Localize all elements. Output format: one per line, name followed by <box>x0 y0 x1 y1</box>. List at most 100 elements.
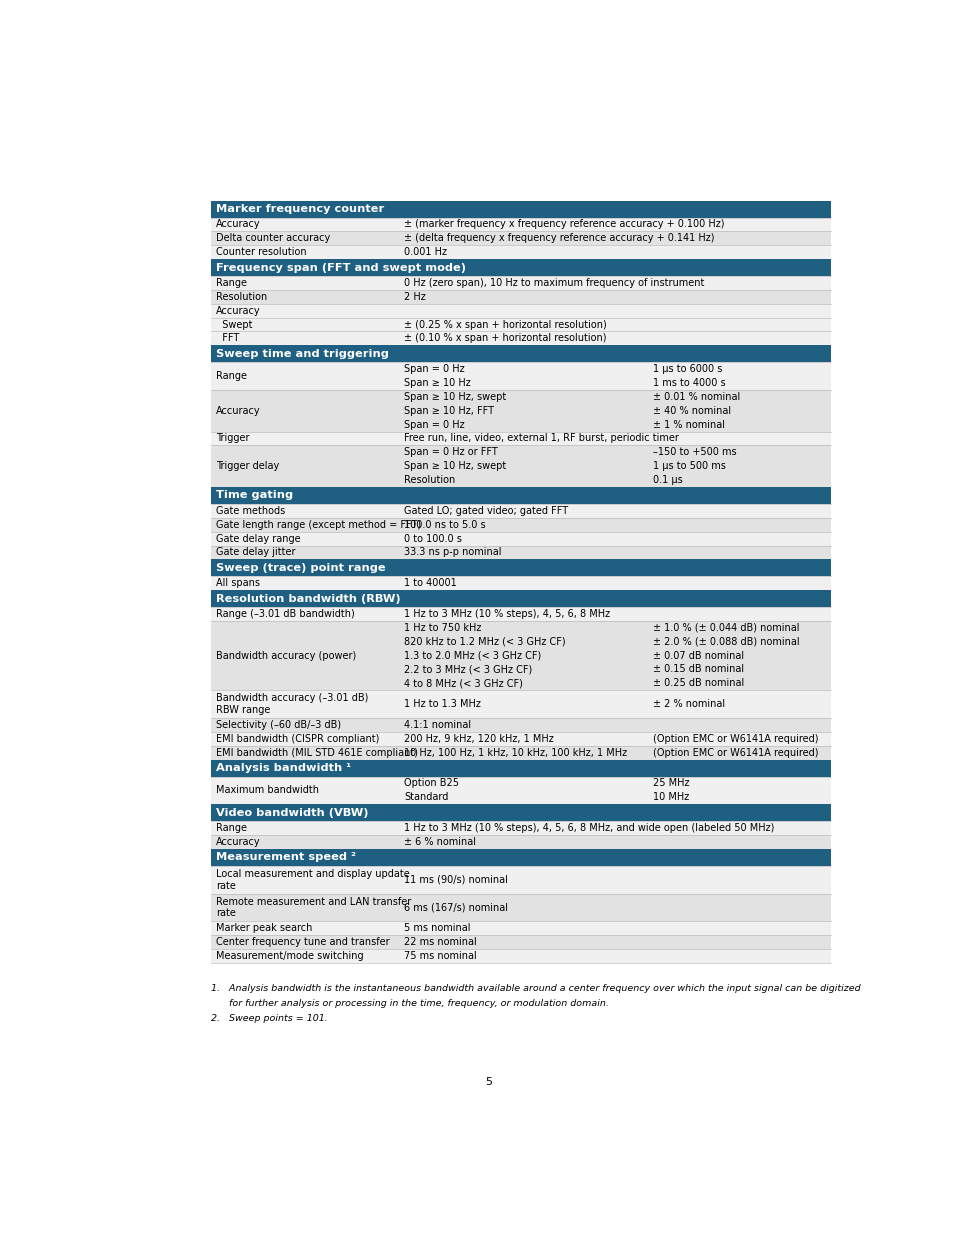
Text: 1 to 40001: 1 to 40001 <box>403 578 456 588</box>
Text: Video bandwidth (VBW): Video bandwidth (VBW) <box>216 808 368 818</box>
Text: Counter resolution: Counter resolution <box>216 247 307 257</box>
Text: ± (0.10 % x span + horizontal resolution): ± (0.10 % x span + horizontal resolution… <box>403 333 606 343</box>
Bar <box>211 935 831 948</box>
Text: ± (delta frequency x frequency reference accuracy + 0.141 Hz): ± (delta frequency x frequency reference… <box>403 233 714 243</box>
Text: 1 Hz to 3 MHz (10 % steps), 4, 5, 6, 8 MHz, and wide open (labeled 50 MHz): 1 Hz to 3 MHz (10 % steps), 4, 5, 6, 8 M… <box>403 823 774 834</box>
Text: Resolution: Resolution <box>216 291 267 301</box>
Text: Gate delay jitter: Gate delay jitter <box>216 547 295 557</box>
Text: 0 to 100.0 s: 0 to 100.0 s <box>403 534 461 543</box>
Text: for further analysis or processing in the time, frequency, or modulation domain.: for further analysis or processing in th… <box>211 999 608 1009</box>
Bar <box>211 608 831 621</box>
Text: All spans: All spans <box>216 578 260 588</box>
Text: Standard: Standard <box>403 793 448 803</box>
Text: 2.   Sweep points = 101.: 2. Sweep points = 101. <box>211 1014 327 1024</box>
Bar <box>211 231 831 246</box>
Bar <box>211 200 831 217</box>
Text: 6 ms (167/s) nominal: 6 ms (167/s) nominal <box>403 903 507 913</box>
Bar <box>211 921 831 935</box>
Text: Trigger delay: Trigger delay <box>216 461 279 472</box>
Bar <box>211 217 831 231</box>
Text: ± (0.25 % x span + horizontal resolution): ± (0.25 % x span + horizontal resolution… <box>403 320 606 330</box>
Bar <box>211 760 831 777</box>
Text: Bandwidth accuracy (–3.01 dB): Bandwidth accuracy (–3.01 dB) <box>216 693 368 703</box>
Bar <box>211 746 831 760</box>
Text: Swept: Swept <box>216 320 253 330</box>
Bar <box>211 246 831 259</box>
Bar <box>211 590 831 608</box>
Text: ± (marker frequency x frequency reference accuracy + 0.100 Hz): ± (marker frequency x frequency referenc… <box>403 220 723 230</box>
Text: 1.3 to 2.0 MHz (< 3 GHz CF): 1.3 to 2.0 MHz (< 3 GHz CF) <box>403 651 540 661</box>
Text: Analysis bandwidth ¹: Analysis bandwidth ¹ <box>216 763 351 773</box>
Text: Trigger: Trigger <box>216 433 250 443</box>
Text: 0 Hz (zero span), 10 Hz to maximum frequency of instrument: 0 Hz (zero span), 10 Hz to maximum frequ… <box>403 278 703 288</box>
Bar <box>211 446 831 487</box>
Text: 11 ms (90/s) nominal: 11 ms (90/s) nominal <box>403 874 507 884</box>
Text: –150 to +500 ms: –150 to +500 ms <box>652 447 736 457</box>
Bar <box>211 732 831 746</box>
Bar <box>211 504 831 517</box>
Text: Sweep (trace) point range: Sweep (trace) point range <box>216 563 385 573</box>
Text: Accuracy: Accuracy <box>216 406 260 416</box>
Text: Resolution bandwidth (RBW): Resolution bandwidth (RBW) <box>216 594 400 604</box>
Bar <box>211 894 831 921</box>
Text: Maximum bandwidth: Maximum bandwidth <box>216 785 319 795</box>
Text: Frequency span (FFT and swept mode): Frequency span (FFT and swept mode) <box>216 263 466 273</box>
Text: Gate delay range: Gate delay range <box>216 534 300 543</box>
Text: ± 40 % nominal: ± 40 % nominal <box>652 406 730 416</box>
Text: 1.   Analysis bandwidth is the instantaneous bandwidth available around a center: 1. Analysis bandwidth is the instantaneo… <box>211 984 860 993</box>
Bar <box>211 331 831 346</box>
Text: Range: Range <box>216 278 247 288</box>
Text: Accuracy: Accuracy <box>216 306 260 316</box>
Text: Sweep time and triggering: Sweep time and triggering <box>216 348 389 359</box>
Bar <box>211 866 831 894</box>
Text: ± 2 % nominal: ± 2 % nominal <box>652 699 724 709</box>
Text: Center frequency tune and transfer: Center frequency tune and transfer <box>216 937 390 947</box>
Text: Marker frequency counter: Marker frequency counter <box>216 204 384 214</box>
Bar <box>211 690 831 718</box>
Text: ± 2.0 % (± 0.088 dB) nominal: ± 2.0 % (± 0.088 dB) nominal <box>652 637 799 647</box>
Text: 1 Hz to 750 kHz: 1 Hz to 750 kHz <box>403 622 480 632</box>
Text: 0.001 Hz: 0.001 Hz <box>403 247 446 257</box>
Text: Span ≥ 10 Hz: Span ≥ 10 Hz <box>403 378 470 388</box>
Text: EMI bandwidth (MIL STD 461E compliant): EMI bandwidth (MIL STD 461E compliant) <box>216 747 417 757</box>
Text: ± 0.01 % nominal: ± 0.01 % nominal <box>652 391 740 401</box>
Text: rate: rate <box>216 881 235 890</box>
Bar <box>211 317 831 331</box>
Text: ± 0.15 dB nominal: ± 0.15 dB nominal <box>652 664 743 674</box>
Bar <box>211 777 831 804</box>
Bar <box>211 259 831 275</box>
Bar <box>211 577 831 590</box>
Bar <box>211 390 831 431</box>
Text: FFT: FFT <box>216 333 239 343</box>
Text: Measurement speed ²: Measurement speed ² <box>216 852 355 862</box>
Bar <box>211 546 831 559</box>
Text: 25 MHz: 25 MHz <box>652 778 689 788</box>
Text: 1 ms to 4000 s: 1 ms to 4000 s <box>652 378 725 388</box>
Text: Option B25: Option B25 <box>403 778 458 788</box>
Text: 4.1:1 nominal: 4.1:1 nominal <box>403 720 471 730</box>
Text: Range (–3.01 dB bandwidth): Range (–3.01 dB bandwidth) <box>216 609 355 619</box>
Text: Span = 0 Hz: Span = 0 Hz <box>403 364 464 374</box>
Text: Selectivity (–60 dB/–3 dB): Selectivity (–60 dB/–3 dB) <box>216 720 341 730</box>
Bar <box>211 431 831 446</box>
Text: 0.1 μs: 0.1 μs <box>652 475 682 485</box>
Bar <box>211 835 831 848</box>
Bar <box>211 848 831 866</box>
Text: Span ≥ 10 Hz, FFT: Span ≥ 10 Hz, FFT <box>403 406 494 416</box>
Text: Accuracy: Accuracy <box>216 220 260 230</box>
Text: 820 kHz to 1.2 MHz (< 3 GHz CF): 820 kHz to 1.2 MHz (< 3 GHz CF) <box>403 637 565 647</box>
Bar <box>211 517 831 531</box>
Text: 5: 5 <box>485 1077 492 1087</box>
Text: 10 MHz: 10 MHz <box>652 793 688 803</box>
Text: 1 Hz to 1.3 MHz: 1 Hz to 1.3 MHz <box>403 699 480 709</box>
Bar <box>211 948 831 963</box>
Bar <box>211 290 831 304</box>
Text: ± 1.0 % (± 0.044 dB) nominal: ± 1.0 % (± 0.044 dB) nominal <box>652 622 799 632</box>
Text: 100.0 ns to 5.0 s: 100.0 ns to 5.0 s <box>403 520 485 530</box>
Text: Range: Range <box>216 823 247 834</box>
Text: 1 Hz to 3 MHz (10 % steps), 4, 5, 6, 8 MHz: 1 Hz to 3 MHz (10 % steps), 4, 5, 6, 8 M… <box>403 609 609 619</box>
Text: 75 ms nominal: 75 ms nominal <box>403 951 476 961</box>
Text: Span ≥ 10 Hz, swept: Span ≥ 10 Hz, swept <box>403 391 506 401</box>
Text: 2.2 to 3 MHz (< 3 GHz CF): 2.2 to 3 MHz (< 3 GHz CF) <box>403 664 532 674</box>
Text: ± 1 % nominal: ± 1 % nominal <box>652 420 724 430</box>
